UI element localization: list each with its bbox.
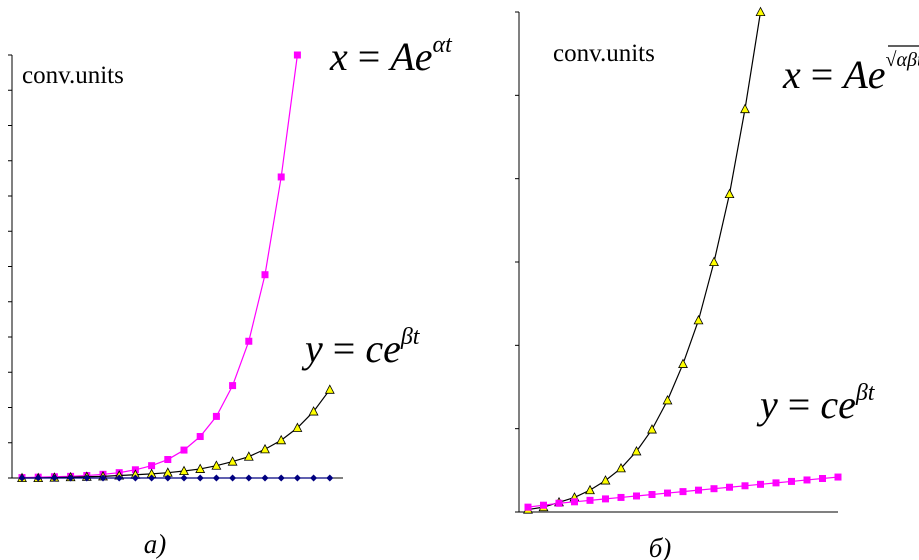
panel-a-formula-x: x = Aeαt xyxy=(329,32,453,79)
series-2-point xyxy=(50,474,58,482)
series-0-point xyxy=(585,484,595,495)
series-2-point xyxy=(83,474,91,482)
series-0-point xyxy=(164,456,172,464)
series-0-point xyxy=(245,337,253,345)
series-2-point xyxy=(229,474,237,482)
series-2-point xyxy=(18,474,26,482)
series-0-point xyxy=(261,271,269,279)
series-0-point xyxy=(148,462,156,470)
series-1-point xyxy=(324,384,335,394)
panel-b-series xyxy=(523,6,842,514)
series-1-point xyxy=(260,443,270,454)
series-2-point xyxy=(196,474,204,482)
series-2-point xyxy=(148,474,156,482)
series-0-point xyxy=(724,188,735,199)
series-0-point xyxy=(662,394,673,405)
series-1-point xyxy=(586,496,594,504)
series-1-point xyxy=(617,493,625,501)
series-2-point xyxy=(245,474,253,482)
series-0-point xyxy=(616,462,626,473)
series-1-point xyxy=(227,456,238,466)
series-1-point xyxy=(710,485,718,493)
series-0-point xyxy=(678,358,688,368)
series-1-point xyxy=(803,476,811,484)
series-2-point xyxy=(293,474,301,482)
series-2-point xyxy=(277,474,285,482)
series-1-point xyxy=(819,475,826,483)
panel-a-label: a) xyxy=(144,529,167,559)
series-0-point xyxy=(740,103,750,114)
series-0-point xyxy=(229,382,237,390)
panel-a: conv.units x = Aeαt y = ceβt a) xyxy=(8,32,453,559)
series-2-point xyxy=(326,474,334,482)
series-0-point xyxy=(693,314,704,325)
series-1-point xyxy=(788,477,795,485)
series-2-point xyxy=(180,474,188,482)
series-1-point xyxy=(602,495,609,503)
series-1-point xyxy=(695,486,702,494)
series-1-point xyxy=(772,479,780,487)
panel-b-ylabel: conv.units xyxy=(553,40,655,67)
series-0-point xyxy=(600,475,611,485)
panel-a-ylabel: conv.units xyxy=(22,62,124,89)
series-0-point xyxy=(647,424,657,434)
series-0-point xyxy=(709,256,719,267)
series-0-point xyxy=(212,412,220,420)
series-1-point xyxy=(540,501,547,509)
series-1-point xyxy=(633,492,640,500)
series-2-point xyxy=(34,474,42,482)
series-0-point xyxy=(277,173,285,181)
series-2-point xyxy=(164,474,172,482)
series-1-point xyxy=(555,499,563,507)
series-1-point xyxy=(276,434,287,445)
series-0-point xyxy=(293,51,301,59)
series-0-line xyxy=(527,11,762,511)
series-1-point xyxy=(648,491,656,499)
series-0-point xyxy=(196,433,204,441)
series-1-point xyxy=(211,460,222,470)
panel-a-series xyxy=(17,51,335,483)
series-2-point xyxy=(212,474,220,482)
series-0-line xyxy=(21,54,298,479)
series-1-point xyxy=(243,451,254,461)
panel-b-label: б) xyxy=(649,533,672,560)
series-2-point xyxy=(310,474,318,482)
series-0-point xyxy=(755,6,766,17)
series-1-point xyxy=(308,406,319,416)
series-1-point xyxy=(679,488,687,496)
series-2-point xyxy=(131,474,139,482)
panel-a-axes xyxy=(8,54,343,479)
series-1-point xyxy=(195,463,206,473)
series-2-point xyxy=(261,474,269,482)
series-1-point xyxy=(292,422,303,432)
panel-b: conv.units x = Ae√αβt y = ceβt б) xyxy=(515,6,919,560)
series-1-point xyxy=(757,480,764,488)
series-1-point xyxy=(571,498,578,506)
series-0-point xyxy=(631,445,642,456)
series-1-point xyxy=(524,503,532,511)
series-2-point xyxy=(115,474,123,482)
series-2-point xyxy=(99,474,107,482)
series-1-line xyxy=(22,389,331,479)
panel-a-formula-y: y = ceβt xyxy=(301,324,421,371)
panel-b-axes xyxy=(515,11,838,513)
panel-b-formula-y: y = ceβt xyxy=(756,380,876,427)
series-1-point xyxy=(834,473,842,481)
series-2-point xyxy=(67,474,75,482)
series-0-point xyxy=(180,446,188,454)
series-1-point xyxy=(726,483,733,491)
panel-b-formula-x: x = Ae√αβt xyxy=(782,49,919,97)
series-1-point xyxy=(741,482,749,490)
series-1-point xyxy=(664,489,671,497)
